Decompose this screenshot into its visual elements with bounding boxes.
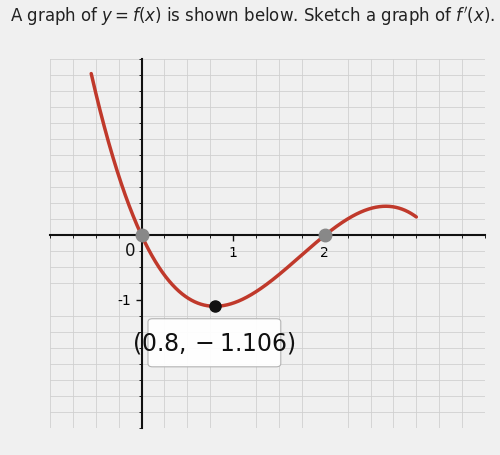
Text: A graph of $y = f(x)$ is shown below. Sketch a graph of $f'(x)$.: A graph of $y = f(x)$ is shown below. Sk… [10,5,495,28]
Text: 0: 0 [124,242,135,260]
Text: $(0.8, -1.106)$: $(0.8, -1.106)$ [132,330,296,356]
FancyBboxPatch shape [148,319,281,367]
